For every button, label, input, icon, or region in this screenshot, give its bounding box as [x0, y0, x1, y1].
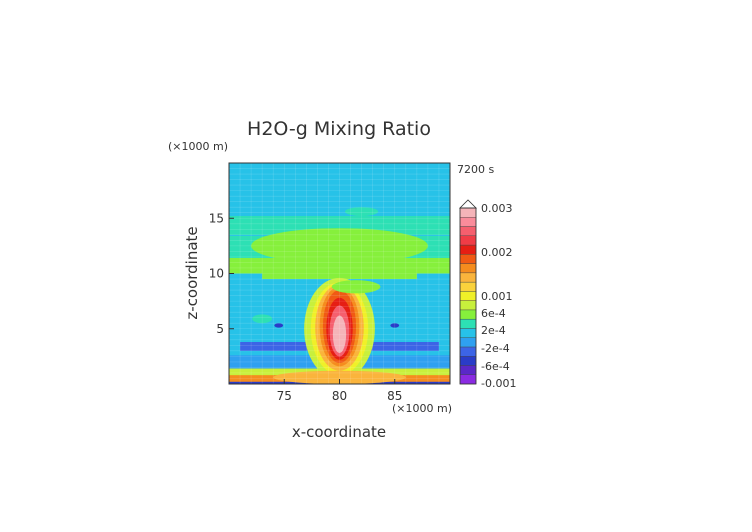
y-axis-ticks: 5 10 15 — [209, 211, 234, 336]
colorbar-frame — [459, 207, 477, 385]
colorbar-swatch-13 — [459, 254, 477, 264]
colorbar-swatch-0 — [459, 374, 477, 385]
x-tick-label: 85 — [387, 389, 402, 403]
y-axis-label: z-coordinate — [183, 226, 201, 319]
contour-blob-13 — [390, 323, 400, 328]
contour-blob-7 — [332, 315, 347, 354]
colorbar-swatch-8 — [459, 300, 477, 311]
contour-band-1 — [229, 216, 450, 235]
colorbar-swatch-10 — [459, 281, 477, 292]
contour-blob-14 — [273, 370, 406, 384]
chart-title: H2O-g Mixing Ratio — [247, 118, 431, 140]
colorbar-swatch-18 — [459, 207, 477, 218]
colorbar-swatch-15 — [459, 235, 477, 246]
grid-lines — [229, 163, 450, 384]
colorbar-swatch-17 — [459, 217, 477, 227]
x-axis-ticks: 75 80 85 — [277, 379, 402, 403]
contour-blob-8 — [251, 228, 428, 264]
colorbar-label-1: 0.002 — [481, 246, 513, 259]
time-label: 7200 s — [457, 163, 494, 176]
y-tick-label: 15 — [209, 211, 224, 225]
colorbar-swatch-12 — [459, 263, 477, 274]
colorbar-label-5: -2e-4 — [481, 342, 510, 355]
x-tick-label: 75 — [277, 389, 292, 403]
contour-blob-11 — [252, 314, 273, 324]
colorbar-label-6: -6e-4 — [481, 360, 510, 373]
y-unit-label: (×1000 m) — [168, 140, 228, 153]
colorbar-label-7: -0.001 — [481, 377, 516, 390]
colorbar-swatch-7 — [459, 309, 477, 320]
contour-band-4 — [262, 267, 417, 280]
colorbar-swatch-14 — [459, 244, 477, 255]
colorbar-swatch-3 — [459, 346, 477, 357]
colorbar — [459, 199, 477, 385]
colorbar-label-2: 0.001 — [481, 290, 513, 303]
contour-blob-12 — [274, 323, 284, 328]
colorbar-swatch-4 — [459, 337, 477, 348]
colorbar-swatch-5 — [459, 328, 477, 338]
contour-blob-10 — [331, 280, 381, 294]
colorbar-swatch-9 — [459, 291, 477, 301]
colorbar-swatch-1 — [459, 365, 477, 375]
contour-band-0 — [229, 204, 450, 213]
x-tick-label: 80 — [332, 389, 347, 403]
colorbar-swatch-6 — [459, 318, 477, 329]
x-unit-label: (×1000 m) — [392, 402, 452, 415]
heatmap-area — [229, 163, 450, 384]
colorbar-extend-arrow — [459, 199, 477, 209]
colorbar-labels: 0.003 0.002 0.001 6e-4 2e-4 -2e-4 -6e-4 -0.001 — [481, 202, 516, 390]
contour-blob-9 — [345, 207, 379, 217]
y-tick-label: 5 — [216, 322, 224, 336]
y-tick-label: 10 — [209, 267, 224, 281]
colorbar-label-3: 6e-4 — [481, 307, 506, 320]
colorbar-swatch-16 — [459, 226, 477, 236]
colorbar-swatch-2 — [459, 356, 477, 366]
colorbar-label-0: 0.003 — [481, 202, 513, 215]
colorbar-swatch-11 — [459, 272, 477, 283]
x-axis-label: x-coordinate — [292, 423, 386, 441]
colorbar-label-4: 2e-4 — [481, 324, 506, 337]
